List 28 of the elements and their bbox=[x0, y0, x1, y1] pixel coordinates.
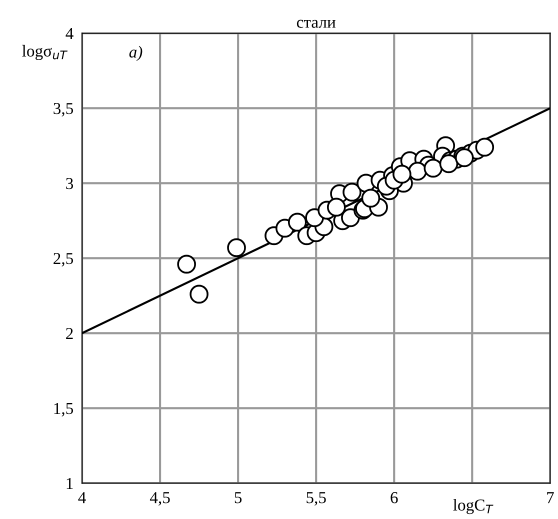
y-tick-label: 3 bbox=[66, 178, 74, 190]
y-tick-label: 2 bbox=[66, 328, 73, 339]
x-tick-label: 4 bbox=[78, 492, 86, 504]
y-tick-label: 4 bbox=[66, 28, 74, 39]
point bbox=[326, 198, 346, 217]
point bbox=[424, 158, 443, 178]
y-tick-label: 2,5 bbox=[54, 252, 74, 267]
chart-title: стали bbox=[296, 20, 336, 28]
point bbox=[361, 188, 380, 208]
x-tick-label: 7 bbox=[547, 492, 554, 504]
x-tick-label: 4,5 bbox=[150, 492, 170, 506]
x-tick-label: 6 bbox=[390, 492, 398, 504]
x-tick-label: 5 bbox=[234, 492, 242, 504]
point bbox=[439, 154, 458, 174]
y-tick-label: 1 bbox=[66, 478, 73, 489]
y-tick-label: 3,5 bbox=[54, 102, 74, 117]
x-tick-label: 5,5 bbox=[306, 492, 326, 506]
y-tick-label: 1,5 bbox=[54, 402, 74, 417]
point bbox=[288, 212, 307, 232]
point bbox=[227, 238, 246, 258]
x-axis-title: logC$_{T}$ bbox=[453, 498, 494, 514]
point bbox=[342, 182, 362, 202]
y-axis-title: logσ$_{uT}$ bbox=[22, 44, 68, 60]
annotation: a) bbox=[129, 46, 142, 62]
point bbox=[190, 284, 208, 304]
point bbox=[392, 164, 412, 184]
point bbox=[475, 138, 494, 157]
point bbox=[177, 254, 196, 274]
